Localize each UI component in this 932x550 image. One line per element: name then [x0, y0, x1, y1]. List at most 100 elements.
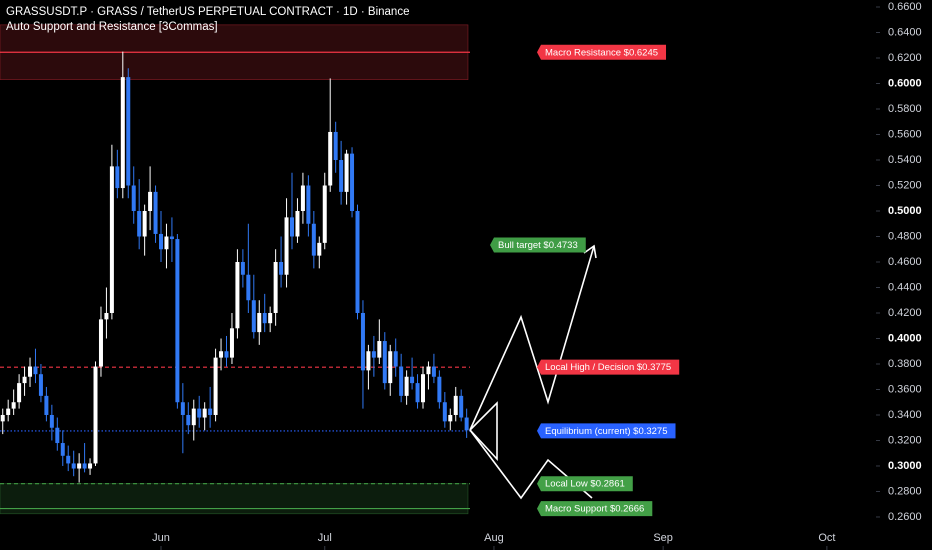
candle [120, 51, 125, 199]
candle [93, 361, 98, 466]
candle [115, 149, 120, 199]
candle [317, 236, 322, 269]
candle-body [120, 77, 125, 189]
y-tick-label: 0.3800 [888, 358, 922, 370]
candle-body [11, 402, 16, 409]
candle [66, 445, 71, 472]
candle [38, 363, 43, 403]
candle-body [328, 131, 333, 186]
candle [88, 458, 93, 475]
axes: 0.2600 0.2800 0.3000 0.3200 0.3400 0.3600 0.38… [152, 1, 922, 550]
candle [399, 353, 404, 403]
candle-body [371, 351, 376, 358]
tag-box [537, 476, 633, 492]
candle-body [279, 261, 284, 275]
tag-label: Local Low $0.2861 [545, 479, 625, 490]
candle [290, 172, 294, 250]
y-tick-label: 0.5000 [888, 205, 922, 217]
candle [448, 408, 453, 431]
candle-body [448, 414, 453, 422]
y-tick-label: 0.6600 [888, 1, 922, 13]
x-tick-label: Aug [484, 532, 504, 544]
candle-body [404, 376, 409, 396]
candle [262, 293, 267, 333]
y-tick-label: 0.5200 [888, 179, 922, 191]
candle-body [246, 274, 251, 301]
candle [169, 217, 174, 262]
candle [77, 453, 82, 483]
candle [164, 223, 169, 269]
candle-body [33, 366, 38, 375]
candle [355, 204, 360, 320]
tag-box [537, 501, 653, 517]
candle-body [306, 185, 311, 224]
zones [0, 24, 469, 515]
candle [257, 300, 262, 345]
candle [186, 402, 191, 435]
candle-body [273, 261, 278, 313]
candle-body [317, 242, 322, 256]
y-tick-label: 0.5400 [888, 154, 922, 166]
candle-body [224, 351, 229, 358]
tag-label: Equilibrium (current) $0.3275 [545, 426, 668, 437]
level-tag: Macro Resistance $0.6245 [537, 44, 667, 60]
candle-body [180, 402, 185, 415]
candle [142, 204, 147, 256]
candle-body [268, 312, 273, 324]
candle-body [393, 351, 398, 367]
candle [322, 172, 327, 250]
candle [333, 121, 338, 173]
candle [148, 166, 153, 231]
candle [213, 348, 218, 422]
candle-body [191, 408, 196, 426]
x-tick-label: Sep [653, 532, 673, 544]
candle [175, 233, 180, 409]
candle-body [208, 408, 213, 415]
candle [328, 78, 333, 192]
y-tick-label: 0.4400 [888, 281, 922, 293]
candle-body [38, 374, 43, 396]
candle [82, 443, 87, 473]
candle [410, 357, 415, 390]
projection-bull [469, 245, 595, 431]
candle-body [197, 408, 202, 418]
candle [420, 366, 425, 409]
candle [388, 344, 393, 396]
candle [22, 366, 27, 396]
y-tick-label: 0.4600 [888, 256, 922, 268]
candle-body [431, 366, 436, 377]
y-tick-label: 0.6000 [888, 77, 922, 89]
candle [71, 450, 76, 477]
candle [109, 144, 114, 320]
candle-body [77, 463, 82, 469]
candle-body [175, 239, 180, 403]
candle [311, 210, 316, 269]
candle-body [213, 357, 218, 415]
tag-label: Local High / Decision $0.3775 [545, 362, 671, 373]
candle [360, 300, 365, 409]
candle [159, 210, 164, 262]
candle-body [426, 366, 431, 375]
candle [0, 408, 5, 435]
candle [382, 332, 387, 390]
x-tick-label: Jun [152, 532, 170, 544]
indicator-name: Auto Support and Resistance [3Commas] [6, 21, 218, 33]
candle [442, 392, 447, 428]
candle-body [98, 319, 103, 367]
candle [366, 344, 371, 390]
candle-body [55, 427, 60, 444]
candle-body [104, 312, 109, 320]
candle-body [399, 366, 404, 396]
projection-small [469, 401, 498, 462]
y-tick-label: 0.3600 [888, 383, 922, 395]
candle [300, 172, 305, 224]
level-tag: Local High / Decision $0.3775 [537, 359, 680, 375]
candle-body [311, 223, 316, 256]
candle-body [71, 463, 76, 469]
tag-box [537, 423, 676, 439]
candle [11, 389, 16, 415]
tag-box [537, 359, 680, 375]
candle [219, 338, 224, 371]
candle [268, 306, 273, 333]
candle [415, 374, 420, 409]
